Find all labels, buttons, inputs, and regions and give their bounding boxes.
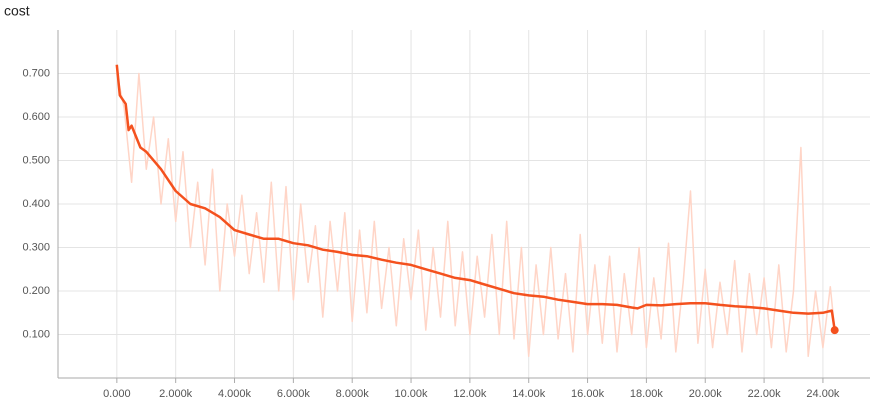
y-tick-label: 0.400 xyxy=(22,198,50,210)
x-tick-label: 6.000k xyxy=(277,388,311,400)
y-tick-label: 0.300 xyxy=(22,241,50,253)
x-tick-label: 24.00k xyxy=(806,388,840,400)
x-tick-label: 18.00k xyxy=(630,388,664,400)
x-tick-label: 14.00k xyxy=(512,388,546,400)
x-tick-label: 8.000k xyxy=(336,388,370,400)
chart-title: cost xyxy=(4,3,30,19)
series-line xyxy=(115,64,836,331)
x-tick-label: 10.00k xyxy=(395,388,429,400)
y-tick-label: 0.700 xyxy=(22,67,50,79)
end-point xyxy=(830,326,839,335)
y-tick-label: 0.100 xyxy=(22,328,50,340)
x-tick-label: 2.000k xyxy=(159,388,193,400)
x-tick-label: 0.000 xyxy=(103,388,131,400)
y-tick-label: 0.200 xyxy=(22,285,50,297)
x-tick-label: 4.000k xyxy=(218,388,252,400)
x-tick-label: 16.00k xyxy=(571,388,605,400)
x-tick-label: 20.00k xyxy=(689,388,723,400)
y-tick-label: 0.600 xyxy=(22,111,50,123)
y-tick-label: 0.500 xyxy=(22,154,50,166)
series-line xyxy=(116,72,836,358)
x-tick-label: 12.00k xyxy=(453,388,487,400)
x-tick-label: 22.00k xyxy=(748,388,782,400)
